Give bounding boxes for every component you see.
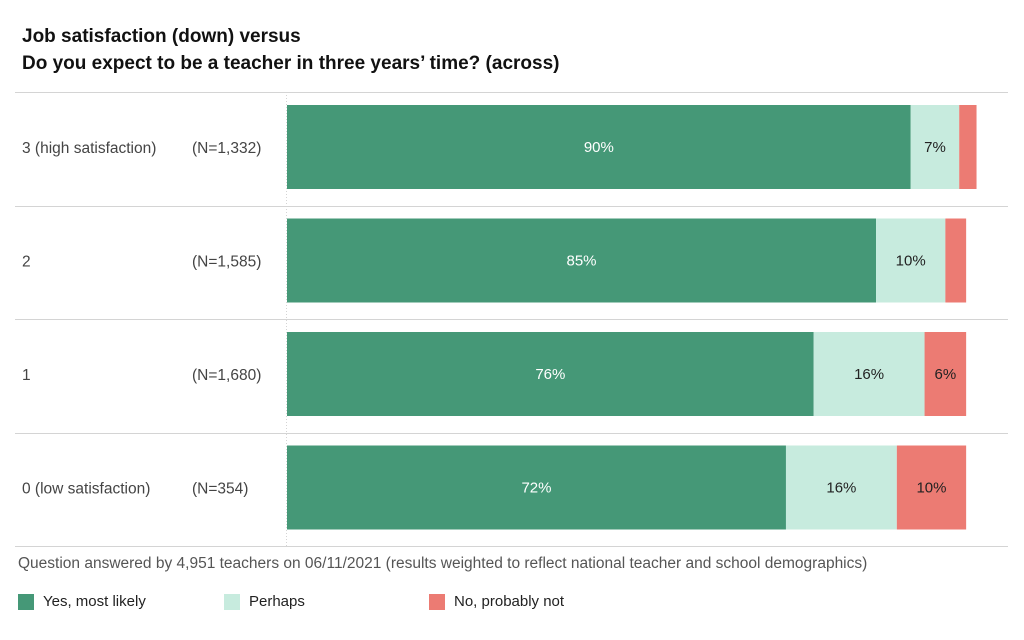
bar-segment-perhaps [785,445,897,530]
legend-swatch-yes [18,593,34,610]
data-label: 85% [567,253,597,270]
data-label: 76% [535,366,565,383]
category-label: 2 [22,254,31,271]
bar-segment-no [959,105,977,189]
data-label: 90% [584,139,614,156]
sample-size-label: (N=354) [192,481,248,498]
bar-segment-yes [287,332,814,416]
footnote: Question answered by 4,951 teachers on 0… [18,555,868,572]
data-label: 6% [935,366,957,383]
bar-segment-perhaps [910,105,960,189]
category-label: 1 [22,367,31,384]
legend-label-yes: Yes, most likely [43,593,146,610]
data-label: 72% [521,480,551,497]
bar-segment-yes [287,218,877,303]
data-label: 10% [916,480,946,497]
bar-segment-no [896,445,967,530]
legend-swatch-perhaps [224,593,240,610]
bar-segment-no [945,218,967,303]
bar-segment-perhaps [876,218,946,303]
sample-size-label: (N=1,680) [192,367,261,384]
category-label: 3 (high satisfaction) [22,140,156,157]
legend-swatch-no [429,593,445,610]
chart-title-line-2: Do you expect to be a teacher in three y… [22,53,560,74]
bar-segment-no [924,332,967,416]
sample-size-label: (N=1,332) [192,140,261,157]
bar-segment-perhaps [813,332,925,416]
category-label: 0 (low satisfaction) [22,481,150,498]
data-label: 7% [924,139,946,156]
legend-item-no: No, probably not [429,593,564,610]
legend-item-perhaps: Perhaps [224,593,305,610]
data-label: 10% [896,253,926,270]
data-label: 16% [826,480,856,497]
bar-segment-yes [287,445,786,530]
bar-segment-yes [287,105,911,189]
legend-label-perhaps: Perhaps [249,593,305,610]
data-label: 16% [854,366,884,383]
chart-title-line-1: Job satisfaction (down) versus [22,26,301,47]
sample-size-label: (N=1,585) [192,254,261,271]
legend-label-no: No, probably not [454,593,565,610]
legend-item-yes: Yes, most likely [18,593,146,610]
